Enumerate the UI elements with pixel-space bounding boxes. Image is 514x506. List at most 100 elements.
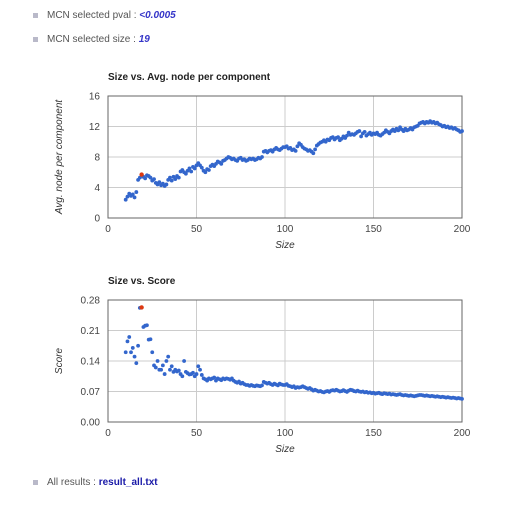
y-axis-title: Score bbox=[54, 348, 65, 375]
x-axis-title: Size bbox=[275, 240, 295, 251]
data-point bbox=[127, 335, 132, 339]
data-point bbox=[164, 182, 169, 187]
data-point bbox=[169, 178, 174, 183]
data-point bbox=[134, 190, 139, 194]
data-point bbox=[134, 361, 139, 366]
plot-frame bbox=[107, 95, 463, 219]
data-point bbox=[132, 354, 137, 359]
data-point bbox=[460, 397, 464, 401]
data-point bbox=[293, 149, 298, 153]
data-point bbox=[159, 367, 164, 372]
pval-label: MCN selected pval : bbox=[47, 10, 137, 21]
y-tick-label: 0.14 bbox=[81, 357, 101, 368]
data-point bbox=[160, 363, 165, 368]
data-point bbox=[145, 323, 149, 328]
data-point bbox=[260, 155, 264, 159]
data-point bbox=[166, 354, 171, 359]
data-point bbox=[199, 373, 204, 377]
data-point bbox=[155, 359, 160, 363]
size-info: MCN selected size : 19 bbox=[33, 34, 150, 45]
data-point bbox=[199, 165, 204, 170]
y-tick-label: 0.00 bbox=[81, 418, 101, 429]
data-point bbox=[176, 175, 181, 180]
data-point bbox=[311, 151, 316, 156]
data-point bbox=[162, 372, 167, 376]
chart-avg-node: Size vs. Avg. node per component 0 4 8 12 16 0… bbox=[0, 62, 514, 260]
data-point bbox=[219, 161, 224, 166]
pval-value: <0.0005 bbox=[139, 10, 176, 21]
y-tick-label: 0 bbox=[94, 214, 100, 225]
x-tick-label: 50 bbox=[191, 428, 203, 439]
data-point bbox=[196, 364, 201, 369]
data-point bbox=[187, 166, 192, 171]
data-point bbox=[148, 175, 153, 180]
data-point bbox=[189, 169, 194, 174]
y-tick-label: 4 bbox=[94, 183, 100, 194]
data-point bbox=[212, 375, 217, 380]
data-point bbox=[130, 192, 135, 197]
results-info: All results : result_all.txt bbox=[33, 477, 158, 488]
data-point bbox=[176, 368, 181, 373]
x-tick-label: 150 bbox=[365, 428, 382, 439]
data-point bbox=[169, 364, 174, 369]
data-point bbox=[357, 129, 362, 133]
data-point bbox=[129, 350, 133, 355]
x-tick-label: 0 bbox=[105, 224, 111, 235]
data-point bbox=[396, 128, 401, 133]
data-point bbox=[295, 144, 300, 149]
data-point bbox=[198, 367, 202, 372]
data-point bbox=[194, 372, 199, 376]
data-point bbox=[362, 129, 367, 134]
data-point bbox=[192, 166, 197, 171]
data-point bbox=[359, 134, 364, 139]
data-point bbox=[125, 194, 130, 199]
data-point bbox=[180, 374, 185, 379]
bullet-icon bbox=[33, 13, 38, 18]
y-tick-label: 8 bbox=[94, 153, 100, 164]
x-tick-label: 0 bbox=[105, 428, 111, 439]
results-file-link[interactable]: result_all.txt bbox=[98, 477, 158, 488]
data-point bbox=[130, 346, 135, 350]
pval-info: MCN selected pval : <0.0005 bbox=[33, 10, 176, 21]
data-point bbox=[260, 383, 264, 388]
data-point bbox=[191, 370, 195, 375]
data-point bbox=[164, 359, 169, 363]
y-tick-label: 12 bbox=[89, 122, 101, 133]
plot-frame bbox=[107, 299, 463, 423]
chart-score: Size vs. Score 0.00 0.07 0.14 0.21 0.28 0 50 100… bbox=[0, 266, 514, 464]
chart-avg-node-svg: Size vs. Avg. node per component 0 4 8 12 16 0… bbox=[54, 72, 471, 251]
data-point bbox=[313, 147, 317, 152]
x-tick-label: 100 bbox=[277, 224, 294, 235]
data-point bbox=[206, 168, 211, 172]
x-tick-label: 100 bbox=[277, 428, 294, 439]
data-point bbox=[148, 337, 153, 342]
x-tick-label: 200 bbox=[454, 428, 471, 439]
data-point bbox=[152, 177, 156, 182]
data-point bbox=[157, 180, 162, 185]
y-tick-label: 0.07 bbox=[81, 387, 101, 398]
x-tick-label: 50 bbox=[191, 224, 203, 235]
data-point bbox=[150, 350, 155, 355]
data-point bbox=[460, 129, 464, 133]
data-point bbox=[137, 175, 142, 180]
chart-title: Size vs. Score bbox=[108, 276, 176, 287]
data-point bbox=[123, 350, 128, 355]
highlight-point bbox=[139, 305, 144, 310]
data-point bbox=[168, 175, 172, 180]
y-axis-title: Avg. node per component bbox=[54, 99, 65, 216]
data-point bbox=[168, 367, 172, 372]
data-point bbox=[182, 359, 187, 363]
data-point bbox=[183, 171, 188, 176]
highlight-point bbox=[139, 172, 144, 177]
bullet-icon bbox=[33, 480, 38, 485]
data-point bbox=[203, 170, 208, 175]
y-tick-label: 0.21 bbox=[81, 326, 101, 337]
x-tick-label: 200 bbox=[454, 224, 471, 235]
y-tick-label: 16 bbox=[89, 92, 101, 103]
x-tick-label: 150 bbox=[365, 224, 382, 235]
size-label: MCN selected size : bbox=[47, 34, 136, 45]
bullet-icon bbox=[33, 37, 38, 42]
data-point bbox=[132, 195, 137, 200]
chart-title: Size vs. Avg. node per component bbox=[108, 72, 271, 83]
data-point bbox=[143, 176, 148, 181]
